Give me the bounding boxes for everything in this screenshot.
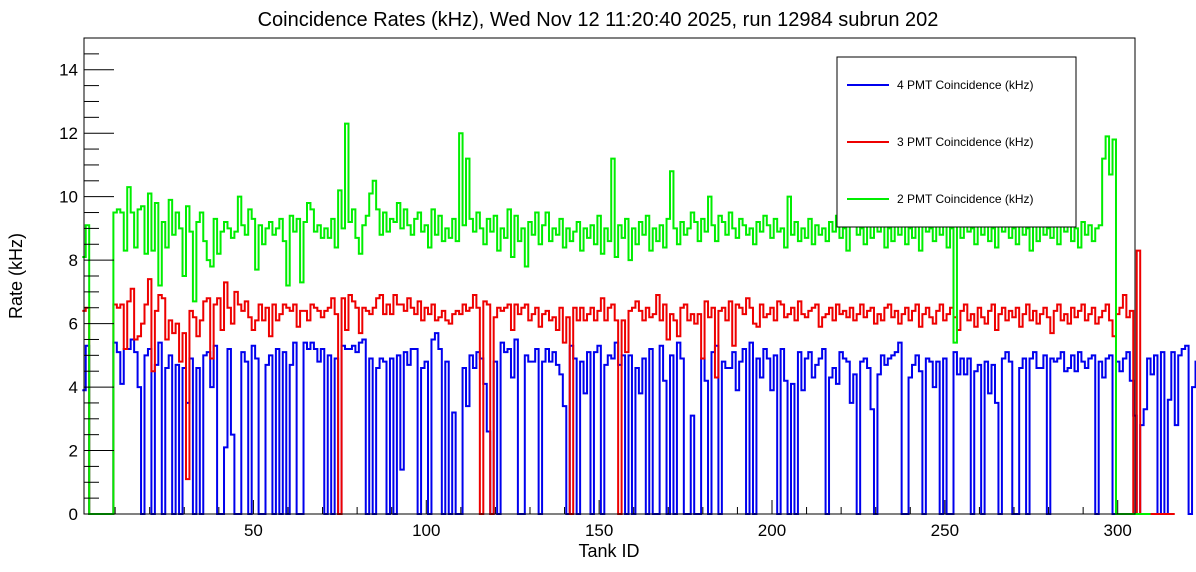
x-axis-label: Tank ID — [578, 541, 639, 561]
y-tick-label: 12 — [59, 124, 78, 143]
y-tick-label: 8 — [69, 251, 78, 270]
axis-layer: 0 2 4 6 8 10 12 14 50 100 150 200 250 300 — [59, 37, 1132, 540]
y-tick-label: 10 — [59, 188, 78, 207]
y-tick-label: 6 — [69, 315, 78, 334]
legend-label-1: 4 PMT Coincidence (kHz) — [897, 78, 1034, 92]
x-tick-label: 200 — [758, 521, 786, 540]
y-tick-label: 14 — [59, 61, 78, 80]
legend-label-2: 3 PMT Coincidence (kHz) — [897, 135, 1034, 149]
x-tick-label: 50 — [244, 521, 263, 540]
y-axis-label: Rate (kHz) — [6, 233, 26, 319]
chart-title: Coincidence Rates (kHz), Wed Nov 12 11:2… — [258, 9, 939, 31]
y-tick-label: 2 — [69, 442, 78, 461]
x-tick-label: 100 — [412, 521, 440, 540]
x-tick-label: 300 — [1104, 521, 1132, 540]
series-line-3 — [82, 122, 1151, 515]
y-tick-label: 0 — [69, 505, 78, 524]
y-tick-label: 4 — [69, 378, 78, 397]
series-line-2 — [82, 249, 1175, 515]
legend: 4 PMT Coincidence (kHz) 3 PMT Coincidence… — [836, 56, 1077, 228]
x-tick-label: 250 — [931, 521, 959, 540]
x-tick-label: 150 — [585, 521, 613, 540]
legend-label-3: 2 PMT Coincidence (kHz) — [897, 192, 1034, 206]
